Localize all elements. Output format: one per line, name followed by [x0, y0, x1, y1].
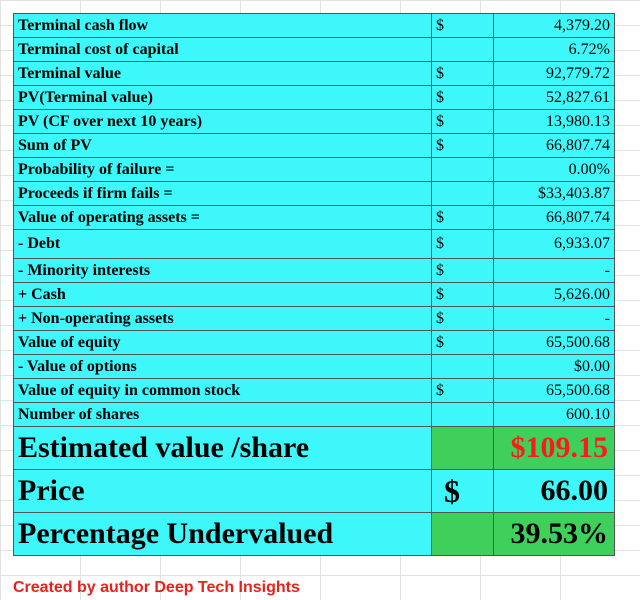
- table-row: Value of equity in common stock $ 65,500…: [13, 378, 615, 403]
- currency-symbol[interactable]: $: [431, 133, 494, 158]
- row-label[interactable]: Number of shares: [13, 402, 432, 427]
- estimated-value-label[interactable]: Estimated value /share: [13, 426, 432, 470]
- currency-symbol[interactable]: $: [431, 13, 494, 38]
- table-row: Probability of failure = 0.00%: [13, 157, 615, 182]
- row-value[interactable]: $0.00: [493, 354, 615, 379]
- price-cell[interactable]: 66.00: [493, 469, 615, 513]
- currency-symbol[interactable]: $: [431, 282, 494, 307]
- row-value[interactable]: 92,779.72: [493, 61, 615, 86]
- row-label[interactable]: Terminal cash flow: [13, 13, 432, 38]
- row-value[interactable]: 0.00%: [493, 157, 615, 182]
- row-label[interactable]: Value of equity in common stock: [13, 378, 432, 403]
- row-value[interactable]: 52,827.61: [493, 85, 615, 110]
- price-currency-symbol[interactable]: $: [431, 469, 494, 513]
- table-row: - Minority interests $ -: [13, 258, 615, 283]
- row-value[interactable]: 66,807.74: [493, 205, 615, 230]
- percentage-undervalued-label[interactable]: Percentage Undervalued: [13, 512, 432, 556]
- currency-symbol[interactable]: $: [431, 330, 494, 355]
- currency-symbol[interactable]: [431, 157, 494, 182]
- table-row: Value of equity $ 65,500.68: [13, 330, 615, 355]
- estimated-value-cell[interactable]: $109.15: [493, 426, 615, 470]
- table-row-price: Price $ 66.00: [13, 469, 615, 513]
- currency-symbol[interactable]: [431, 37, 494, 62]
- table-row-undervalued: Percentage Undervalued 39.53%: [13, 512, 615, 556]
- table-row: Sum of PV $ 66,807.74: [13, 133, 615, 158]
- table-row: - Debt $ 6,933.07: [13, 229, 615, 259]
- row-value[interactable]: 5,626.00: [493, 282, 615, 307]
- currency-symbol[interactable]: [431, 512, 494, 556]
- row-value[interactable]: 6,933.07: [493, 229, 615, 259]
- price-label[interactable]: Price: [13, 469, 432, 513]
- table-row: + Cash $ 5,626.00: [13, 282, 615, 307]
- table-row: - Value of options $0.00: [13, 354, 615, 379]
- percentage-undervalued-cell[interactable]: 39.53%: [493, 512, 615, 556]
- table-row: Terminal cash flow $ 4,379.20: [13, 13, 615, 38]
- table-row: Proceeds if firm fails = $33,403.87: [13, 181, 615, 206]
- row-value[interactable]: 6.72%: [493, 37, 615, 62]
- valuation-table: Terminal cash flow $ 4,379.20 Terminal c…: [13, 13, 615, 556]
- author-credit[interactable]: Created by author Deep Tech Insights: [13, 579, 300, 596]
- table-row: Terminal value $ 92,779.72: [13, 61, 615, 86]
- row-label[interactable]: - Debt: [13, 229, 432, 259]
- row-value[interactable]: 4,379.20: [493, 13, 615, 38]
- row-value[interactable]: 600.10: [493, 402, 615, 427]
- table-row-estimated-value: Estimated value /share $109.15: [13, 426, 615, 470]
- table-row: Terminal cost of capital 6.72%: [13, 37, 615, 62]
- currency-symbol[interactable]: $: [431, 61, 494, 86]
- currency-symbol[interactable]: $: [431, 258, 494, 283]
- currency-symbol[interactable]: [431, 354, 494, 379]
- row-label[interactable]: Value of equity: [13, 330, 432, 355]
- currency-symbol[interactable]: $: [431, 109, 494, 134]
- table-row: Number of shares 600.10: [13, 402, 615, 427]
- currency-symbol[interactable]: $: [431, 229, 494, 259]
- row-value[interactable]: -: [493, 258, 615, 283]
- row-label[interactable]: + Non-operating assets: [13, 306, 432, 331]
- row-label[interactable]: Probability of failure =: [13, 157, 432, 182]
- row-label[interactable]: Proceeds if firm fails =: [13, 181, 432, 206]
- currency-symbol[interactable]: [431, 402, 494, 427]
- row-value[interactable]: -: [493, 306, 615, 331]
- row-value[interactable]: 65,500.68: [493, 378, 615, 403]
- row-label[interactable]: Value of operating assets =: [13, 205, 432, 230]
- table-row: Value of operating assets = $ 66,807.74: [13, 205, 615, 230]
- row-label[interactable]: Terminal value: [13, 61, 432, 86]
- row-label[interactable]: - Value of options: [13, 354, 432, 379]
- currency-symbol[interactable]: $: [431, 378, 494, 403]
- row-label[interactable]: + Cash: [13, 282, 432, 307]
- table-row: + Non-operating assets $ -: [13, 306, 615, 331]
- row-value[interactable]: 66,807.74: [493, 133, 615, 158]
- row-label[interactable]: PV(Terminal value): [13, 85, 432, 110]
- currency-symbol[interactable]: $: [431, 205, 494, 230]
- row-value[interactable]: $33,403.87: [493, 181, 615, 206]
- row-value[interactable]: 13,980.13: [493, 109, 615, 134]
- table-row: PV(Terminal value) $ 52,827.61: [13, 85, 615, 110]
- currency-symbol[interactable]: [431, 426, 494, 470]
- currency-symbol[interactable]: $: [431, 306, 494, 331]
- currency-symbol[interactable]: [431, 181, 494, 206]
- row-label[interactable]: Terminal cost of capital: [13, 37, 432, 62]
- row-label[interactable]: PV (CF over next 10 years): [13, 109, 432, 134]
- row-label[interactable]: Sum of PV: [13, 133, 432, 158]
- row-label[interactable]: - Minority interests: [13, 258, 432, 283]
- row-value[interactable]: 65,500.68: [493, 330, 615, 355]
- table-row: PV (CF over next 10 years) $ 13,980.13: [13, 109, 615, 134]
- currency-symbol[interactable]: $: [431, 85, 494, 110]
